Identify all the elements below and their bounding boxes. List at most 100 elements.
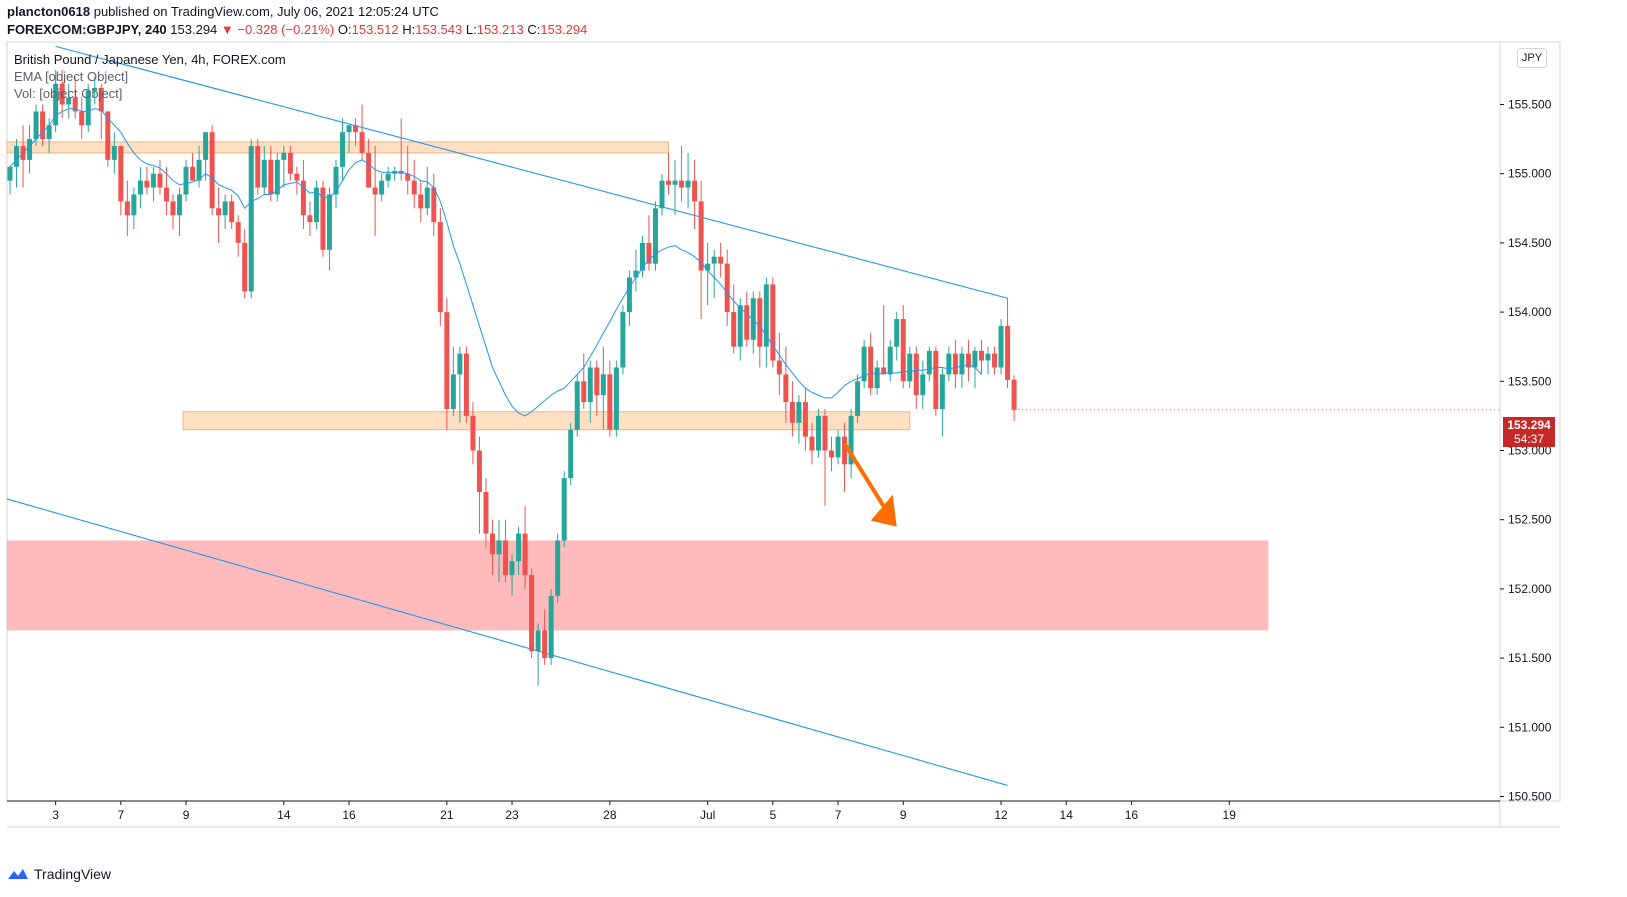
candle-body[interactable] — [216, 208, 222, 216]
candle-body[interactable] — [268, 159, 274, 195]
candle-body[interactable] — [815, 415, 821, 451]
candle-body[interactable] — [952, 353, 958, 375]
candle-body[interactable] — [698, 201, 704, 271]
candle-body[interactable] — [124, 201, 130, 216]
candle-body[interactable] — [489, 533, 495, 555]
candle-body[interactable] — [131, 194, 137, 216]
candle-body[interactable] — [757, 298, 763, 347]
candle-body[interactable] — [809, 436, 815, 451]
candle-body[interactable] — [46, 125, 52, 140]
candle-body[interactable] — [607, 374, 613, 430]
candle-body[interactable] — [731, 312, 737, 347]
candle-body[interactable] — [848, 415, 854, 465]
candle-body[interactable] — [476, 450, 482, 493]
candle-body[interactable] — [568, 429, 574, 479]
candle-body[interactable] — [372, 187, 378, 195]
candle-body[interactable] — [209, 132, 215, 209]
candle-body[interactable] — [33, 111, 39, 140]
ema-line[interactable] — [9, 108, 982, 417]
candle-body[interactable] — [718, 256, 724, 264]
candle-body[interactable] — [59, 83, 65, 105]
candle-body[interactable] — [366, 152, 372, 188]
candle-body[interactable] — [261, 159, 267, 188]
candle-body[interactable] — [40, 111, 46, 140]
candle-body[interactable] — [27, 139, 33, 160]
candle-body[interactable] — [92, 87, 98, 91]
candle-body[interactable] — [424, 187, 430, 209]
candle-body[interactable] — [679, 180, 685, 188]
candle-body[interactable] — [639, 242, 645, 271]
author-name[interactable]: plancton0618 — [7, 4, 91, 19]
candle-body[interactable] — [118, 146, 124, 202]
candle-body[interactable] — [137, 180, 143, 195]
candle-body[interactable] — [802, 402, 808, 437]
candle-body[interactable] — [972, 350, 978, 368]
candle-body[interactable] — [66, 97, 72, 105]
candle-body[interactable] — [274, 159, 280, 195]
candle-body[interactable] — [574, 381, 580, 430]
candle-body[interactable] — [763, 284, 769, 347]
candle-body[interactable] — [594, 367, 600, 396]
footer-brand[interactable]: TradingView — [7, 866, 111, 882]
candle-body[interactable] — [333, 166, 339, 195]
candle-body[interactable] — [98, 87, 104, 112]
candle-body[interactable] — [887, 346, 893, 375]
candle-body[interactable] — [581, 381, 587, 403]
candle-body[interactable] — [600, 374, 606, 396]
candle-body[interactable] — [190, 166, 196, 181]
candle-body[interactable] — [829, 450, 835, 458]
candle-body[interactable] — [281, 152, 287, 160]
candle-body[interactable] — [933, 350, 939, 409]
candle-body[interactable] — [659, 180, 665, 209]
candle-body[interactable] — [992, 353, 998, 368]
candle-body[interactable] — [913, 353, 919, 396]
candle-body[interactable] — [405, 173, 411, 181]
candle-body[interactable] — [496, 540, 502, 555]
candle-body[interactable] — [868, 346, 874, 389]
candle-body[interactable] — [150, 173, 156, 188]
candle-body[interactable] — [926, 350, 932, 375]
candle-body[interactable] — [222, 201, 228, 216]
candle-body[interactable] — [346, 125, 352, 133]
candle-body[interactable] — [177, 194, 183, 216]
candle-body[interactable] — [203, 132, 209, 160]
candle-body[interactable] — [163, 187, 169, 202]
candle-body[interactable] — [946, 353, 952, 375]
candle-body[interactable] — [959, 353, 965, 375]
candle-body[interactable] — [72, 97, 78, 112]
candle-body[interactable] — [457, 353, 463, 375]
candle-body[interactable] — [796, 402, 802, 423]
candle-body[interactable] — [229, 201, 235, 223]
candle-body[interactable] — [437, 222, 443, 313]
candle-body[interactable] — [450, 374, 456, 409]
candle-body[interactable] — [353, 125, 359, 133]
candle-body[interactable] — [287, 152, 293, 174]
candle-body[interactable] — [111, 146, 117, 160]
candle-body[interactable] — [105, 111, 111, 160]
candle-body[interactable] — [626, 277, 632, 313]
candle-body[interactable] — [509, 561, 515, 576]
candle-body[interactable] — [1005, 325, 1011, 380]
candle-body[interactable] — [85, 90, 91, 126]
candle-body[interactable] — [196, 159, 202, 181]
candle-body[interactable] — [705, 263, 711, 271]
candle-body[interactable] — [463, 353, 469, 416]
candle-body[interactable] — [561, 478, 567, 541]
candle-body[interactable] — [522, 533, 528, 576]
candle-body[interactable] — [737, 305, 743, 347]
projection-arrow-head-icon[interactable] — [870, 494, 897, 527]
candle-body[interactable] — [548, 595, 554, 659]
candle-body[interactable] — [470, 415, 476, 451]
candle-body[interactable] — [770, 284, 776, 361]
candle-body[interactable] — [1011, 379, 1017, 410]
zone-resistance[interactable] — [6, 141, 670, 154]
candle-body[interactable] — [144, 180, 150, 188]
candle-body[interactable] — [998, 325, 1004, 368]
candle-body[interactable] — [483, 492, 489, 534]
candle-body[interactable] — [711, 256, 717, 264]
candle-body[interactable] — [313, 187, 319, 223]
candle-body[interactable] — [516, 533, 522, 562]
candle-body[interactable] — [14, 146, 20, 167]
projection-arrow-shaft[interactable] — [842, 442, 893, 519]
candle-body[interactable] — [431, 187, 437, 223]
